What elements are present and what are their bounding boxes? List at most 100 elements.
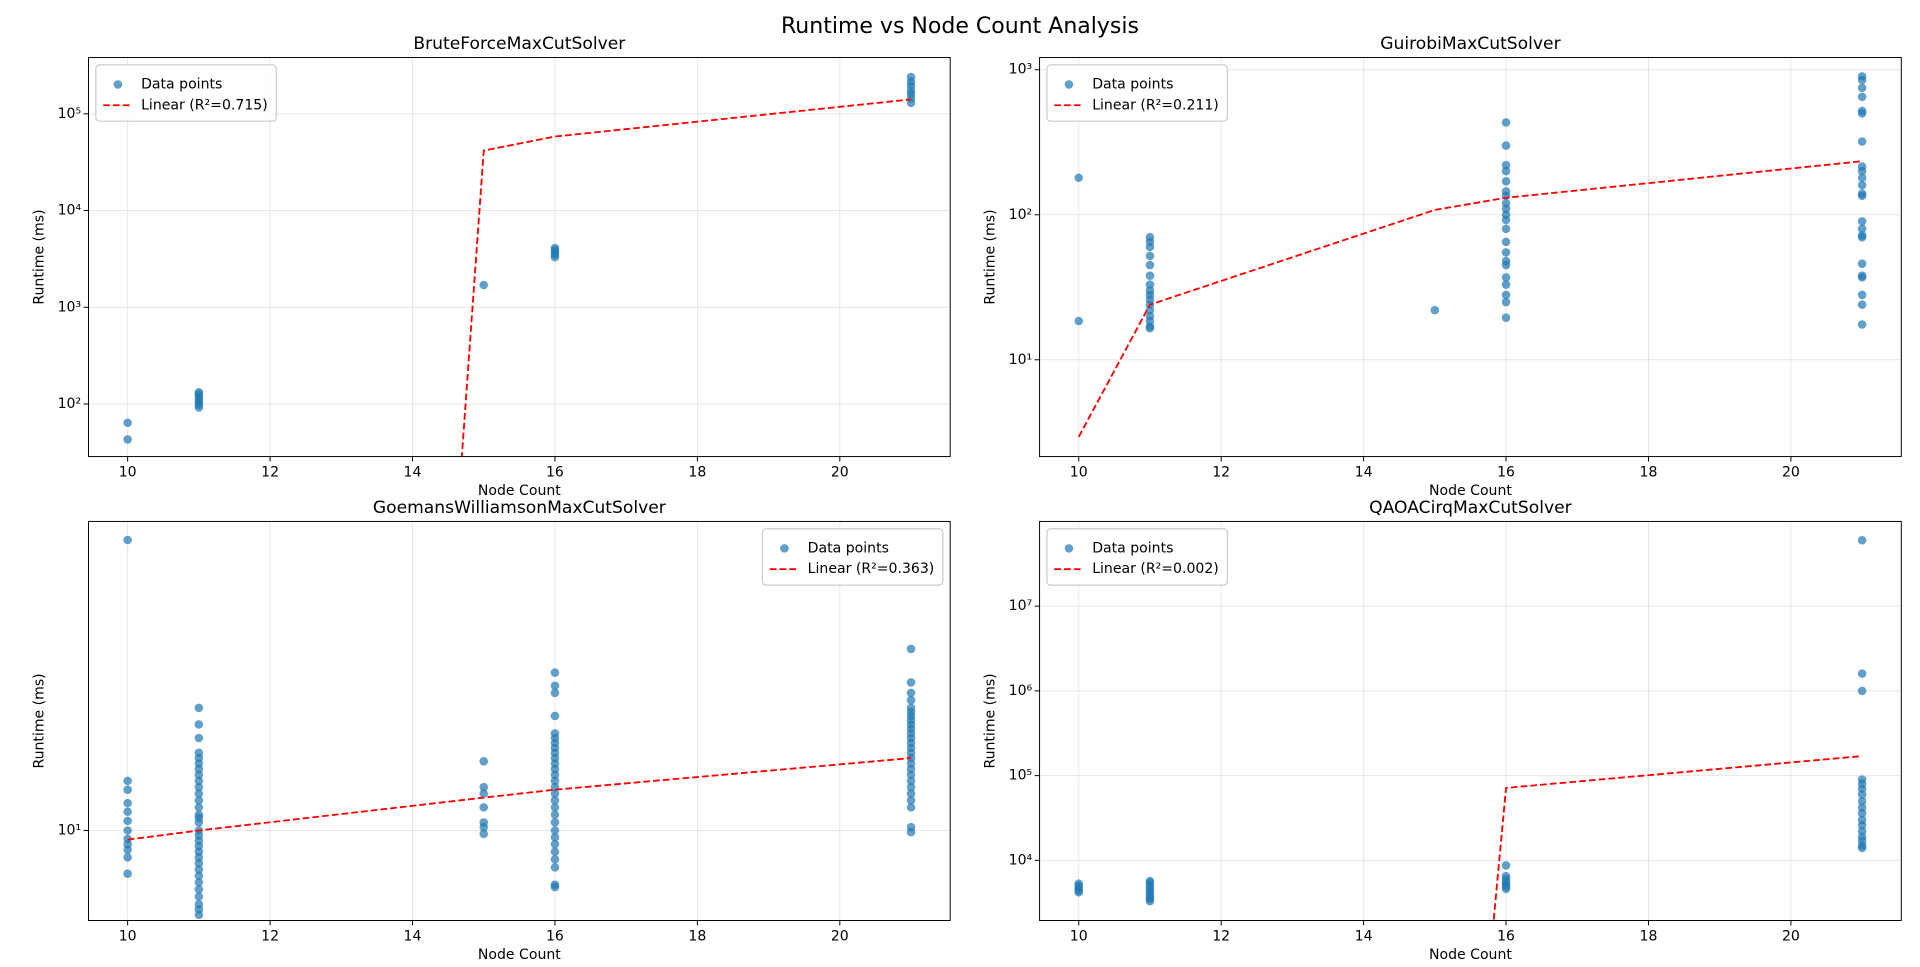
y-tick-label: 10³: [1009, 62, 1033, 78]
data-point: [194, 388, 204, 397]
data-point: [1501, 118, 1511, 127]
data-point: [906, 644, 916, 654]
data-point: [550, 863, 560, 872]
data-point: [1857, 686, 1867, 696]
data-point: [1857, 320, 1867, 329]
data-point: [194, 865, 204, 874]
x-tick-label: 10: [1070, 464, 1088, 480]
data-point: [1501, 177, 1511, 186]
figure-title: Runtime vs Node Count Analysis: [781, 14, 1139, 39]
data-point: [194, 818, 204, 827]
data-point: [550, 688, 560, 698]
data-point: [194, 776, 204, 786]
x-axis-label: Node Count: [1429, 947, 1512, 963]
data-point: [906, 688, 916, 698]
data-point: [550, 711, 560, 721]
y-tick-label: 10¹: [1009, 352, 1033, 368]
x-tick-label: 14: [1355, 928, 1373, 944]
plot-area: [123, 535, 916, 920]
data-point: [550, 882, 560, 892]
data-point: [906, 72, 916, 82]
legend-box: [761, 528, 944, 586]
axes-frame: [87, 57, 951, 458]
data-point: [1857, 273, 1867, 282]
data-point: [1857, 109, 1867, 118]
data-point: [194, 858, 204, 868]
data-point: [194, 803, 204, 812]
data-point: [1857, 820, 1867, 830]
data-point: [906, 695, 916, 705]
axes-frame: [87, 520, 951, 921]
data-point: [194, 910, 204, 920]
legend-box: [1046, 528, 1228, 586]
subplot-title: GuirobiMaxCutSolver: [1380, 34, 1561, 54]
data-point: [1145, 305, 1155, 315]
data-point: [1857, 790, 1867, 799]
data-point: [123, 435, 132, 444]
data-point: [479, 757, 489, 766]
plot-area: [1074, 535, 1867, 921]
data-point: [1857, 259, 1867, 268]
x-tick-label: 16: [1497, 928, 1515, 944]
data-point: [123, 807, 132, 817]
data-point: [194, 733, 204, 743]
data-point: [479, 829, 489, 839]
subplot: 10 12 14 16 18 20 10¹ 10² 10³ GuirobiMaxCutSolver…: [983, 34, 1902, 499]
data-point: [1430, 305, 1440, 315]
data-point: [123, 826, 132, 835]
data-point: [1857, 224, 1867, 234]
y-axis-label: Runtime (ms): [983, 209, 999, 304]
x-tick-label: 14: [404, 464, 422, 480]
subplot-title: QAOACirqMaxCutSolver: [1369, 498, 1573, 518]
x-tick-label: 20: [831, 928, 849, 944]
data-point: [1857, 808, 1867, 818]
data-point: [123, 816, 132, 826]
x-tick-label: 18: [688, 928, 706, 944]
x-axis-label: Node Count: [478, 947, 561, 963]
data-point: [123, 853, 132, 862]
data-point: [194, 770, 204, 780]
data-point: [1857, 83, 1867, 93]
data-point: [1857, 290, 1867, 300]
data-point: [1857, 669, 1867, 678]
x-tick-label: 14: [404, 928, 422, 944]
axes-frame: [1039, 520, 1902, 921]
data-point: [1857, 217, 1867, 226]
legend-marker: [113, 80, 123, 89]
data-point: [1074, 887, 1084, 897]
data-point: [550, 839, 560, 849]
x-tick-label: 10: [1070, 928, 1088, 944]
data-point: [194, 703, 204, 713]
y-tick-label: 10⁴: [58, 203, 82, 219]
data-point: [550, 770, 560, 780]
data-point: [194, 892, 204, 901]
data-point: [550, 668, 560, 677]
data-point: [479, 280, 489, 290]
data-point: [906, 776, 916, 786]
data-point: [1074, 316, 1084, 326]
data-point: [1501, 215, 1511, 225]
y-tick-label: 10³: [58, 299, 82, 315]
data-point: [1857, 300, 1867, 309]
legend: Data points Linear (R²=0.002): [1046, 528, 1228, 586]
y-tick-label: 10⁷: [1009, 598, 1033, 614]
data-point: [1501, 290, 1511, 300]
data-point: [1857, 191, 1867, 201]
data-point: [906, 789, 916, 798]
x-tick-label: 18: [688, 464, 706, 480]
data-point: [1501, 141, 1511, 150]
data-point: [1145, 260, 1155, 270]
y-tick-label: 10⁴: [1009, 852, 1033, 868]
x-tick-label: 18: [1640, 464, 1658, 480]
legend-marker: [780, 544, 789, 553]
data-point: [1501, 166, 1511, 176]
data-point: [550, 681, 560, 691]
x-tick-label: 12: [1212, 464, 1230, 480]
data-point: [906, 827, 916, 837]
legend-label: Linear (R²=0.715): [141, 97, 268, 113]
data-point: [1501, 204, 1511, 214]
data-point: [1501, 884, 1511, 894]
data-point: [1501, 297, 1511, 307]
data-point: [1857, 843, 1867, 853]
data-point: [479, 789, 489, 798]
